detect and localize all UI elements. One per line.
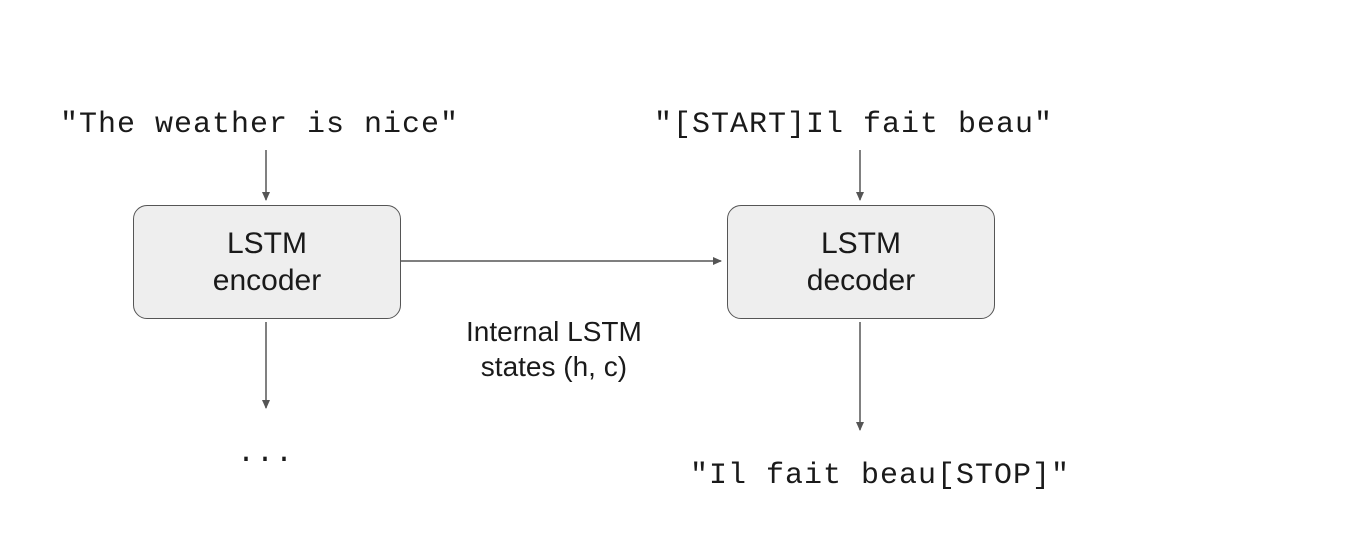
encoder-output-ellipsis: ... [237,436,294,474]
decoder-input-text: "[START]Il fait beau" [654,107,1053,145]
state-transfer-label: Internal LSTM states (h, c) [466,314,642,384]
decoder-label-line1: LSTM [821,227,901,260]
decoder-label-line2: decoder [807,264,915,297]
encoder-label-line1: LSTM [227,227,307,260]
encoder-input-text: "The weather is nice" [60,107,459,145]
encoder-node: LSTM encoder [133,205,401,319]
state-transfer-label-line2: states (h, c) [481,351,627,382]
encoder-label-line2: encoder [213,264,321,297]
decoder-node: LSTM decoder [727,205,995,319]
diagram-canvas: LSTM encoder LSTM decoder "The weather i… [0,0,1366,558]
state-transfer-label-line1: Internal LSTM [466,316,642,347]
decoder-output-text: "Il fait beau[STOP]" [690,458,1070,496]
